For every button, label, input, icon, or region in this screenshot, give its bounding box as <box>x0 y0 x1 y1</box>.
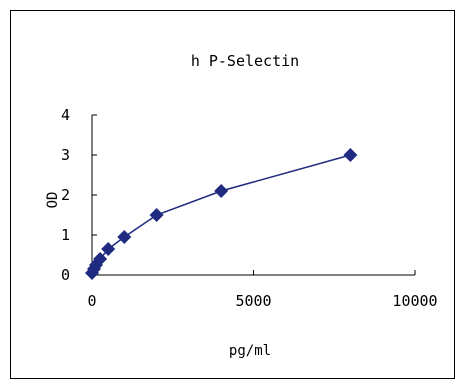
axes: 0 1 2 3 4 0 5000 10000 <box>61 106 438 310</box>
x-tick-label: 10000 <box>392 292 437 310</box>
x-axis-label: pg/ml <box>229 343 271 359</box>
data-point <box>117 230 132 244</box>
series-line <box>91 154 351 274</box>
y-tick-label: 2 <box>61 186 70 204</box>
data-point <box>343 148 358 162</box>
data-point <box>101 242 116 256</box>
y-tick-label: 0 <box>61 266 70 284</box>
x-tick-label: 5000 <box>235 292 271 310</box>
data-point <box>93 252 108 266</box>
y-tick-label: 3 <box>61 146 70 164</box>
data-point <box>149 208 164 222</box>
series-group <box>85 148 358 280</box>
y-tick-label: 1 <box>61 226 70 244</box>
data-point <box>214 184 229 198</box>
chart-frame <box>10 10 455 379</box>
y-axis-label: OD <box>45 192 61 209</box>
y-tick-label: 4 <box>61 106 70 124</box>
chart-title: h P-Selectin <box>191 52 299 70</box>
x-tick-label: 0 <box>87 292 96 310</box>
